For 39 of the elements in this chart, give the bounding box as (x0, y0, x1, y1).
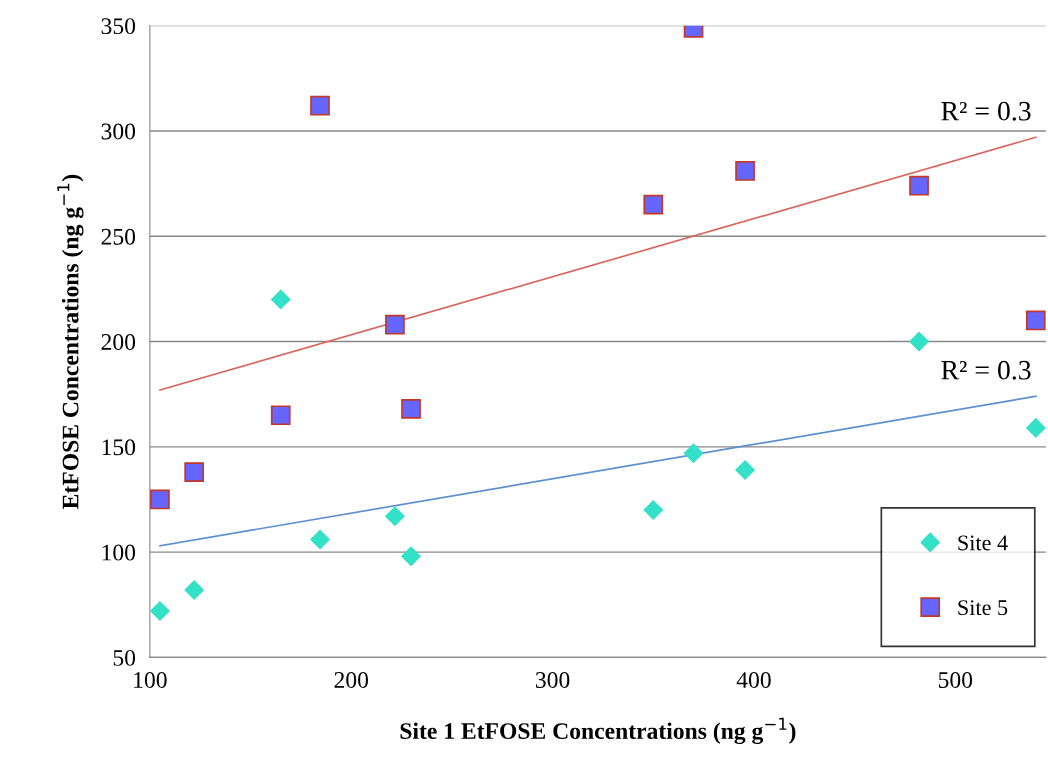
point (1026, 418, 1046, 438)
point (643, 194, 664, 215)
annotation: R² = 0.3 (941, 360, 1031, 380)
point (150, 601, 170, 621)
y-tick-label: 50 (113, 649, 136, 666)
point (270, 405, 291, 426)
y-tick-label: 300 (101, 123, 136, 140)
point (1025, 310, 1046, 331)
y-tick-label: 200 (101, 334, 136, 350)
point (184, 580, 204, 600)
point (271, 289, 291, 310)
x-tick-label: 300 (536, 671, 570, 688)
point (150, 489, 170, 510)
y-axis-title: EtFOSE Concentrations (ng g$^{−1}$) (57, 174, 84, 509)
y-tick-label: 350 (101, 18, 136, 35)
point (385, 314, 405, 335)
y-tick-label: 150 (102, 439, 136, 456)
point (909, 175, 929, 196)
point (683, 443, 704, 463)
y-tick-label: 100 (102, 544, 136, 561)
point (735, 460, 755, 480)
point (735, 161, 755, 181)
point (310, 95, 330, 116)
x-tick-label: 100 (134, 671, 167, 688)
point (643, 500, 663, 520)
annotation: R² = 0.3 (941, 101, 1031, 121)
x-tick-label: 200 (334, 671, 369, 688)
point (401, 546, 421, 567)
point (909, 331, 929, 352)
x-tick-label: 400 (736, 671, 771, 688)
point (184, 462, 205, 482)
legend-label: Site 4 (958, 535, 1008, 551)
y-tick-label: 250 (101, 228, 136, 245)
point (310, 529, 330, 550)
point (401, 399, 421, 419)
x-axis-title: Site 1 EtFOSE Concentrations (ng g$^{−1}$) (400, 717, 796, 745)
legend-label: Site 5 (958, 600, 1008, 616)
x-tick-label: 500 (938, 671, 973, 688)
point (385, 506, 405, 526)
